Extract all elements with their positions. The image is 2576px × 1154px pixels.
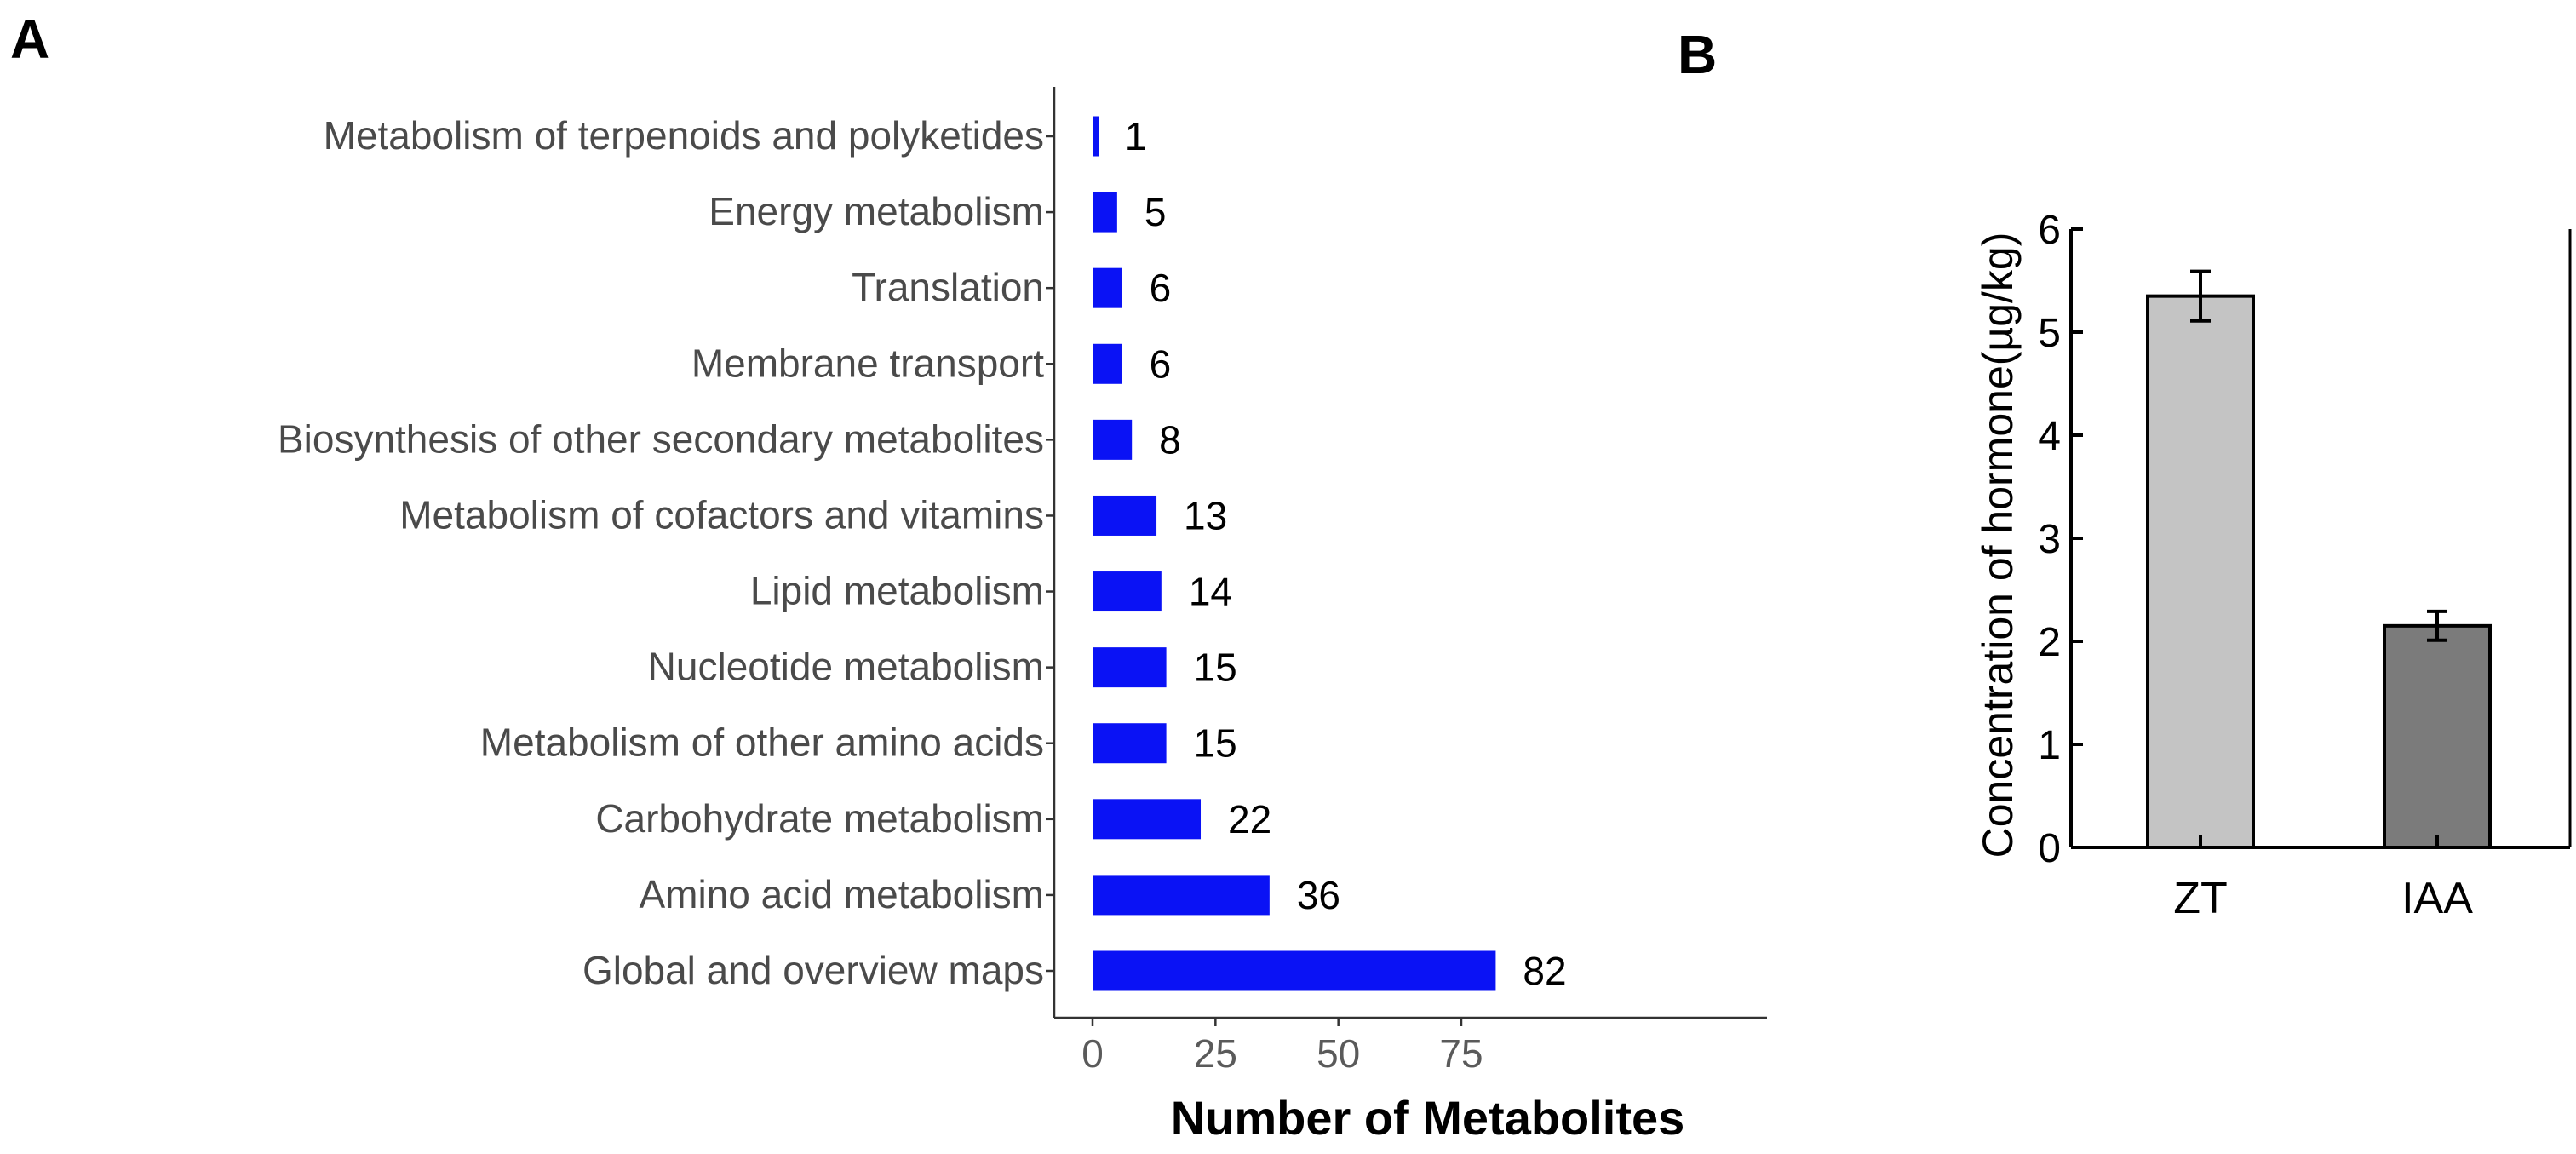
y-tick-label: 1 <box>2038 723 2061 768</box>
bar <box>1093 799 1202 840</box>
bar <box>1093 723 1167 764</box>
panel-b-label: B <box>1678 24 1717 85</box>
panel-a-label: A <box>10 9 49 70</box>
bar <box>1093 647 1167 688</box>
category-label: Lipid metabolism <box>750 569 1044 613</box>
category-label: Global and overview maps <box>582 948 1044 992</box>
bar <box>1093 419 1133 460</box>
chart-panel-b: 0 1 2 3 4 5 6 ZT IAA Concentration of hormone(µg/… <box>1974 208 2572 923</box>
bar <box>1093 267 1122 308</box>
bar <box>1093 116 1099 157</box>
category-label: Carbohydrate metabolism <box>595 796 1044 841</box>
bar <box>1093 875 1270 916</box>
bar <box>2146 294 2255 849</box>
bar <box>1093 495 1157 536</box>
category-label: Nucleotide metabolism <box>648 645 1044 689</box>
x-tick-label: ZT <box>2173 874 2228 923</box>
bar-value-label: 15 <box>1194 646 1237 690</box>
category-label: Energy metabolism <box>709 189 1044 233</box>
bar <box>1093 192 1117 233</box>
category-label: Metabolism of cofactors and vitamins <box>399 492 1044 537</box>
y-tick-label: 3 <box>2038 517 2061 562</box>
y-axis-title: Concentration of hormone(µg/kg) <box>1974 233 2022 858</box>
x-axis-title: Number of Metabolites <box>1171 1091 1685 1145</box>
bar-value-label: 8 <box>1159 417 1181 462</box>
category-label: Biosynthesis of other secondary metaboli… <box>278 416 1044 461</box>
x-tick-label: 25 <box>1194 1031 1237 1076</box>
category-label: Membrane transport <box>691 341 1044 385</box>
category-label: Metabolism of other amino acids <box>480 721 1044 765</box>
y-tick-label: 0 <box>2038 826 2061 871</box>
x-tick-label: IAA <box>2401 874 2473 923</box>
bar-value-label: 15 <box>1194 721 1237 766</box>
bar-value-label: 6 <box>1150 342 1172 386</box>
bar-value-label: 22 <box>1228 797 1271 841</box>
category-label: Amino acid metabolism <box>639 872 1044 916</box>
bar <box>1093 950 1496 991</box>
category-label: Metabolism of terpenoids and polyketides <box>324 113 1044 158</box>
x-tick-label: 50 <box>1317 1031 1360 1076</box>
y-tick-label: 6 <box>2038 208 2061 253</box>
bar-value-label: 82 <box>1523 949 1566 993</box>
x-tick-label: 75 <box>1439 1031 1483 1076</box>
bar <box>1093 343 1122 384</box>
bar-value-label: 13 <box>1184 493 1227 537</box>
bar-value-label: 36 <box>1297 873 1340 917</box>
y-tick-label: 4 <box>2038 414 2061 459</box>
y-tick-label: 2 <box>2038 620 2061 665</box>
bar-value-label: 1 <box>1125 114 1147 158</box>
x-tick-label: 0 <box>1081 1031 1104 1076</box>
bar <box>2383 623 2492 849</box>
bar <box>1093 571 1162 612</box>
bar-value-label: 6 <box>1150 266 1172 310</box>
bar-value-label: 5 <box>1145 190 1167 234</box>
category-label: Translation <box>852 265 1044 309</box>
y-tick-label: 5 <box>2038 311 2061 356</box>
bar-value-label: 14 <box>1189 570 1232 614</box>
chart-panel-a: Metabolism of terpenoids and polyketides… <box>278 87 1767 1145</box>
